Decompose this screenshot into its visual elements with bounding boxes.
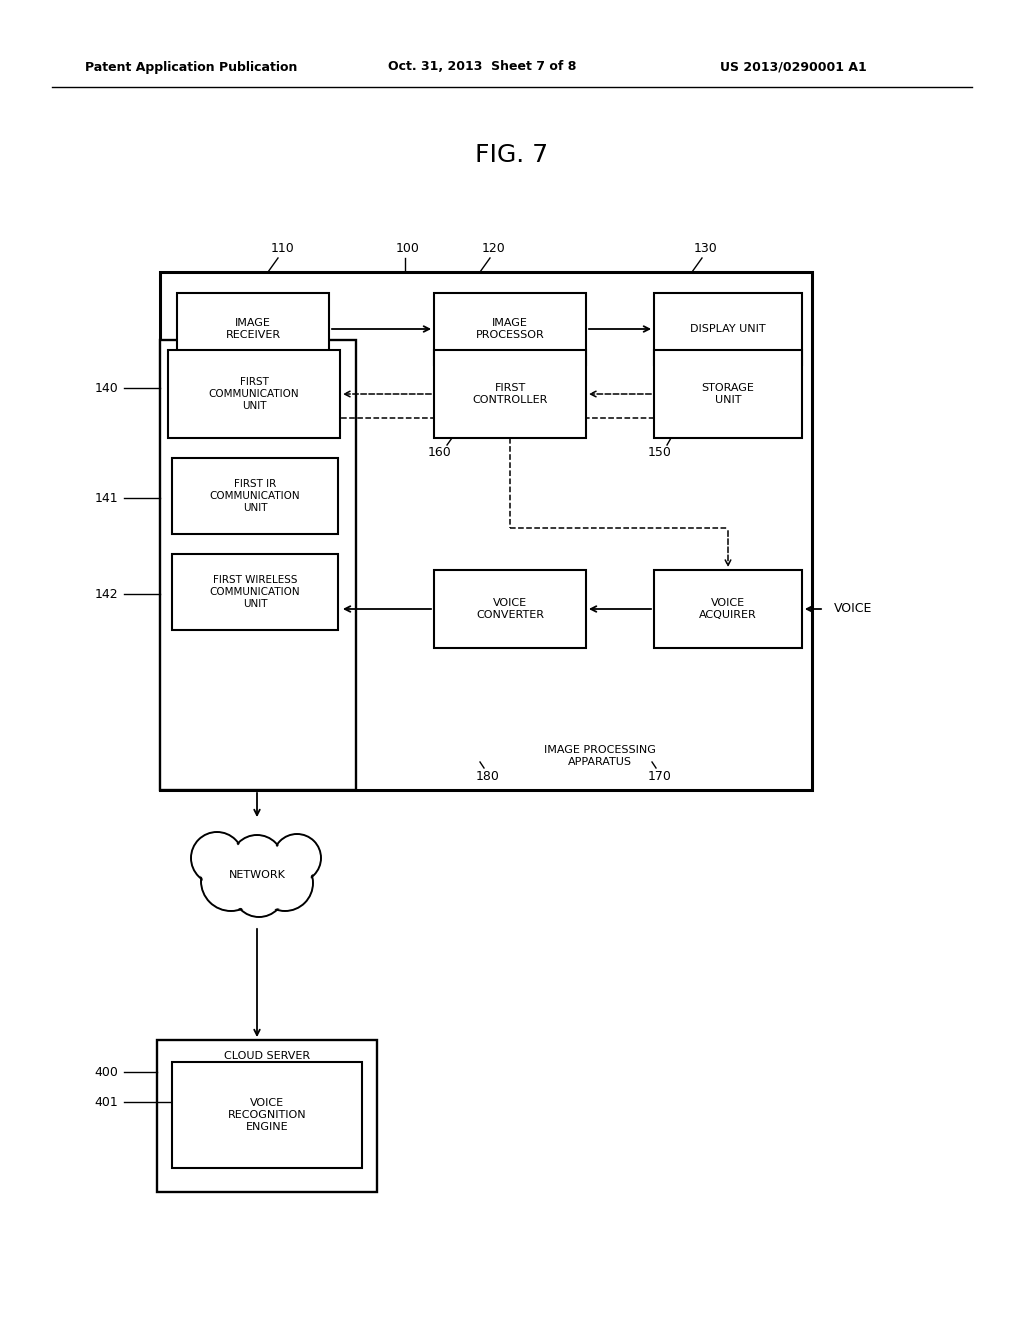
Bar <box>177 293 329 366</box>
Circle shape <box>233 865 285 917</box>
Text: DISPLAY UNIT: DISPLAY UNIT <box>690 323 766 334</box>
Text: 110: 110 <box>271 242 295 255</box>
Circle shape <box>232 837 282 886</box>
Circle shape <box>191 832 243 884</box>
Text: VOICE
RECOGNITION
ENGINE: VOICE RECOGNITION ENGINE <box>227 1098 306 1131</box>
Text: VOICE
ACQUIRER: VOICE ACQUIRER <box>699 598 757 620</box>
Text: Patent Application Publication: Patent Application Publication <box>85 61 297 74</box>
Circle shape <box>259 857 311 909</box>
Circle shape <box>273 834 321 882</box>
Text: 120: 120 <box>482 242 506 255</box>
Text: FIRST IR
COMMUNICATION
UNIT: FIRST IR COMMUNICATION UNIT <box>210 479 300 512</box>
Bar <box>654 293 802 366</box>
Text: 160: 160 <box>428 446 452 458</box>
Bar <box>172 458 338 535</box>
Text: VOICE: VOICE <box>834 602 872 615</box>
Circle shape <box>201 851 261 911</box>
Text: VOICE
CONVERTER: VOICE CONVERTER <box>476 598 544 620</box>
Bar <box>160 272 812 789</box>
Text: IMAGE
RECEIVER: IMAGE RECEIVER <box>225 318 281 339</box>
Circle shape <box>203 853 259 909</box>
Text: 401: 401 <box>94 1096 118 1109</box>
Text: 142: 142 <box>94 587 118 601</box>
Text: US 2013/0290001 A1: US 2013/0290001 A1 <box>720 61 866 74</box>
Text: STORAGE
UNIT: STORAGE UNIT <box>701 383 755 405</box>
Text: IMAGE
PROCESSOR: IMAGE PROCESSOR <box>475 318 545 339</box>
Text: 400: 400 <box>94 1065 118 1078</box>
Bar <box>654 570 802 648</box>
Text: 150: 150 <box>648 446 672 458</box>
Bar <box>434 350 586 438</box>
Text: 100: 100 <box>396 242 420 255</box>
Text: 170: 170 <box>648 770 672 783</box>
Bar <box>434 570 586 648</box>
Bar <box>434 293 586 366</box>
Text: FIRST
CONTROLLER: FIRST CONTROLLER <box>472 383 548 405</box>
Bar <box>654 350 802 438</box>
Bar <box>160 341 356 789</box>
Circle shape <box>234 867 284 915</box>
Text: IMAGE PROCESSING
APPARATUS: IMAGE PROCESSING APPARATUS <box>544 746 656 767</box>
Bar <box>168 350 340 438</box>
Bar <box>157 1040 377 1192</box>
Bar <box>172 1063 362 1168</box>
Circle shape <box>257 855 313 911</box>
Circle shape <box>193 834 242 882</box>
Circle shape <box>231 836 283 887</box>
Bar <box>172 554 338 630</box>
Text: FIRST WIRELESS
COMMUNICATION
UNIT: FIRST WIRELESS COMMUNICATION UNIT <box>210 576 300 609</box>
Text: 130: 130 <box>694 242 718 255</box>
Text: 140: 140 <box>94 381 118 395</box>
Text: CLOUD SERVER: CLOUD SERVER <box>224 1051 310 1061</box>
Text: Oct. 31, 2013  Sheet 7 of 8: Oct. 31, 2013 Sheet 7 of 8 <box>388 61 577 74</box>
Text: NETWORK: NETWORK <box>228 870 286 880</box>
Circle shape <box>274 836 319 880</box>
Text: 141: 141 <box>94 491 118 504</box>
Text: FIRST
COMMUNICATION
UNIT: FIRST COMMUNICATION UNIT <box>209 378 299 411</box>
Text: FIG. 7: FIG. 7 <box>475 143 549 168</box>
Text: 180: 180 <box>476 770 500 783</box>
